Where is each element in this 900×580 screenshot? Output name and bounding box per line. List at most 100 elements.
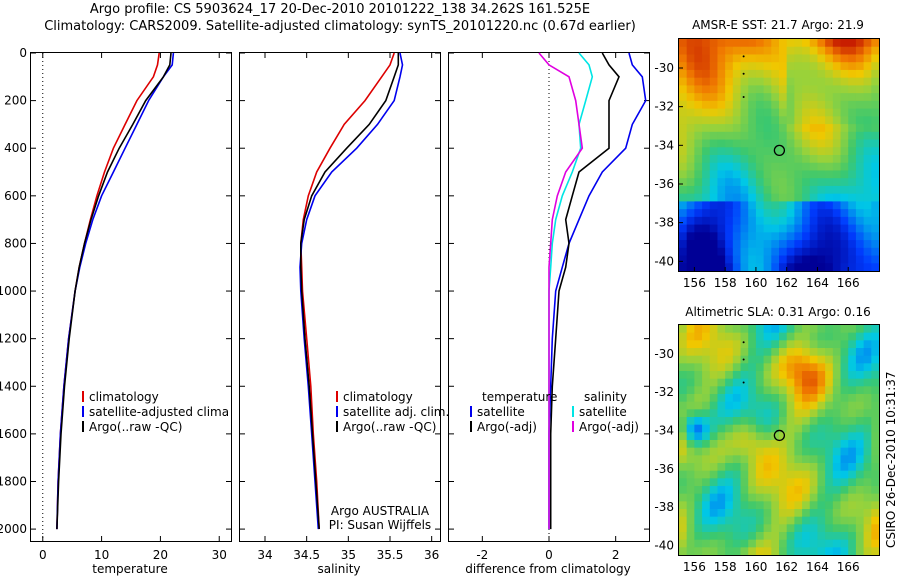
map-cell bbox=[825, 394, 834, 403]
map-cell bbox=[832, 201, 842, 210]
map-cell bbox=[802, 201, 811, 210]
map-cell bbox=[694, 363, 703, 372]
map-cell bbox=[709, 493, 719, 502]
map-cell bbox=[779, 447, 788, 456]
map-cell bbox=[709, 424, 719, 433]
map-cell bbox=[702, 371, 711, 380]
legend-item-satellite: satellite-adjusted climatology bbox=[82, 405, 228, 420]
map-cell bbox=[809, 463, 819, 472]
map-cell bbox=[855, 470, 865, 479]
map-cell bbox=[832, 409, 842, 418]
map-cell bbox=[863, 240, 872, 249]
map-cell bbox=[686, 486, 695, 495]
map-cell bbox=[855, 232, 865, 241]
map-cell bbox=[809, 209, 819, 218]
x-tick-label: 20 bbox=[153, 548, 168, 562]
map-cell bbox=[694, 62, 703, 71]
map-cell bbox=[779, 108, 788, 117]
map-cell bbox=[794, 108, 803, 117]
map-cell bbox=[694, 516, 703, 525]
map-cell bbox=[863, 185, 872, 195]
map-cell bbox=[702, 224, 711, 233]
map-cell bbox=[779, 263, 788, 271]
map-cell bbox=[779, 131, 788, 141]
map-cell bbox=[855, 209, 865, 218]
map-cell bbox=[709, 340, 719, 349]
map-cell bbox=[725, 240, 734, 249]
map-cell bbox=[702, 62, 711, 71]
series-line-0 bbox=[56, 52, 160, 530]
map-cell bbox=[755, 201, 765, 210]
map-cell bbox=[863, 93, 872, 102]
map-cell bbox=[748, 417, 757, 426]
map-cell bbox=[748, 124, 757, 133]
map-cell bbox=[832, 378, 842, 387]
map-cell bbox=[679, 193, 688, 202]
map-cell bbox=[840, 440, 849, 449]
map-cell bbox=[732, 131, 742, 141]
map-cell bbox=[863, 501, 872, 510]
map-cell bbox=[679, 108, 688, 117]
map-cell bbox=[686, 116, 695, 125]
map-cell bbox=[679, 386, 688, 395]
map-cell bbox=[817, 85, 826, 94]
map-cell bbox=[748, 447, 757, 456]
legend-item-argo-adj: Argo(-adj) bbox=[572, 420, 639, 435]
map-cell bbox=[748, 424, 757, 433]
map-cell bbox=[771, 170, 780, 179]
map-cell bbox=[763, 232, 772, 241]
map-cell bbox=[817, 240, 826, 249]
series-line-3 bbox=[538, 52, 584, 530]
map-cell bbox=[725, 348, 734, 357]
map-cell bbox=[848, 516, 857, 525]
map-cell bbox=[794, 539, 803, 548]
map-cell bbox=[794, 116, 803, 125]
map-cell bbox=[840, 394, 849, 403]
map-cell bbox=[732, 216, 742, 226]
map-cell bbox=[709, 478, 719, 487]
map-y-tick-label: -40 bbox=[654, 254, 674, 268]
map-cell bbox=[732, 93, 742, 102]
map-cell bbox=[840, 463, 849, 472]
map-cell bbox=[725, 193, 734, 202]
map-cell bbox=[748, 178, 757, 187]
map-cell bbox=[817, 108, 826, 117]
map-cell bbox=[717, 493, 726, 502]
map-cell bbox=[863, 424, 872, 433]
map-cell bbox=[871, 378, 879, 387]
temperature-panel: 0 10 20 30 0 200 400 600 800 1000 1200 1400 1600 1800… bbox=[0, 46, 232, 562]
map-cell bbox=[779, 424, 788, 433]
map-cell bbox=[740, 77, 749, 86]
map-cell bbox=[709, 232, 719, 241]
map-cell bbox=[732, 486, 742, 495]
map-cell bbox=[748, 409, 757, 418]
map-cell bbox=[779, 440, 788, 449]
map-cell bbox=[702, 524, 711, 533]
map-cell bbox=[809, 509, 819, 518]
map-cell bbox=[686, 470, 695, 479]
map-cell bbox=[732, 54, 742, 63]
map-cell bbox=[679, 478, 688, 487]
map-cell bbox=[817, 509, 826, 518]
map-cell bbox=[748, 77, 757, 86]
map-cell bbox=[694, 401, 703, 410]
map-y-tick-label: -38 bbox=[654, 216, 674, 230]
map-cell bbox=[771, 77, 780, 86]
map-cell bbox=[832, 255, 842, 264]
map-cell bbox=[740, 463, 749, 472]
map-cell bbox=[679, 69, 688, 79]
map-cell bbox=[717, 39, 726, 48]
map-cell bbox=[679, 539, 688, 548]
map-cell bbox=[686, 371, 695, 380]
map-cell bbox=[732, 108, 742, 117]
map-cell bbox=[863, 54, 872, 63]
map-cell bbox=[748, 539, 757, 548]
map-cell bbox=[871, 340, 879, 349]
map-cell bbox=[871, 432, 879, 441]
map-cell bbox=[732, 363, 742, 372]
map-cell bbox=[786, 417, 795, 426]
map-cell bbox=[732, 255, 742, 264]
map-cell bbox=[763, 440, 772, 449]
map-cell bbox=[748, 54, 757, 63]
map-cell bbox=[832, 386, 842, 395]
